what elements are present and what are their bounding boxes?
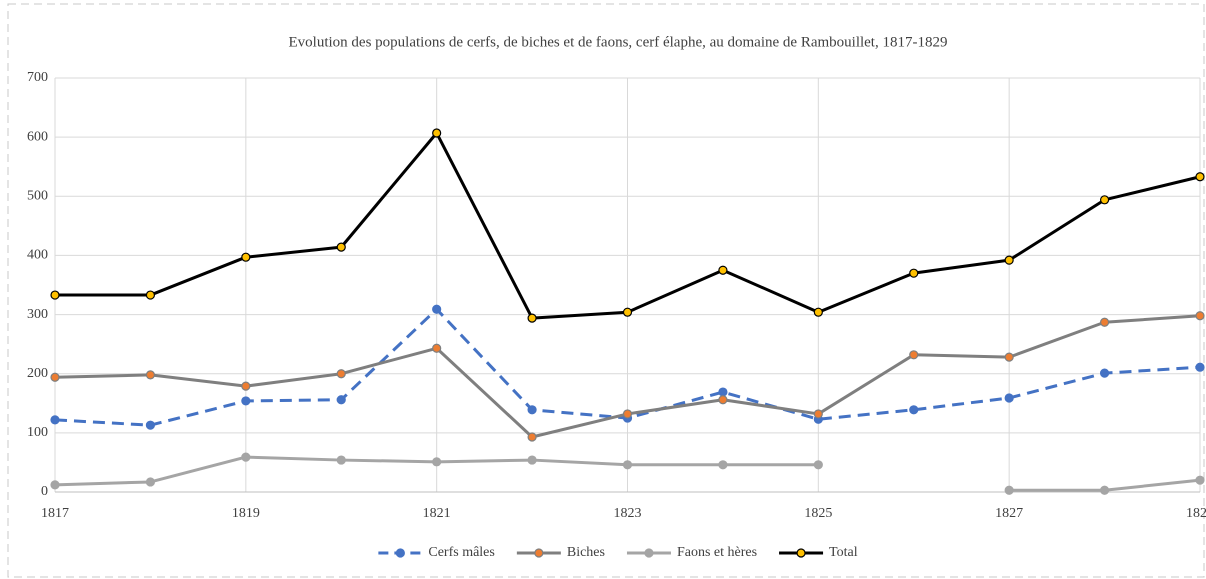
series-marker bbox=[145, 290, 156, 300]
x-tick-label: 1825 bbox=[804, 506, 832, 521]
series-marker bbox=[145, 420, 156, 430]
x-tick-label: 1823 bbox=[614, 506, 642, 521]
series-marker bbox=[50, 372, 60, 382]
y-tick-label: 100 bbox=[27, 425, 48, 440]
legend-item: Biches bbox=[516, 545, 605, 560]
series-marker bbox=[527, 455, 537, 465]
series-marker bbox=[718, 387, 728, 397]
series-marker bbox=[909, 268, 919, 278]
y-tick-label: 500 bbox=[27, 189, 48, 204]
legend-item: Cerfs mâles bbox=[378, 545, 495, 560]
series-marker bbox=[622, 460, 633, 470]
legend-item: Faons et hères bbox=[626, 545, 757, 560]
y-tick-label: 200 bbox=[27, 366, 48, 381]
series-marker bbox=[50, 480, 60, 490]
series-marker bbox=[145, 477, 156, 487]
series-marker bbox=[336, 395, 346, 405]
series-marker bbox=[432, 304, 442, 314]
series-marker bbox=[1195, 311, 1205, 321]
series-marker bbox=[527, 313, 537, 323]
series-marker bbox=[1195, 475, 1205, 485]
series-marker bbox=[1099, 317, 1110, 327]
legend-label: Biches bbox=[567, 545, 605, 560]
y-tick-label: 600 bbox=[27, 129, 48, 144]
series-marker bbox=[1004, 485, 1014, 495]
y-tick-label: 400 bbox=[27, 248, 48, 263]
x-tick-label: 1829 bbox=[1186, 506, 1206, 521]
series-marker bbox=[241, 381, 251, 391]
series-marker bbox=[336, 242, 346, 252]
series-marker bbox=[622, 409, 633, 419]
series-marker bbox=[1004, 255, 1014, 265]
y-tick-label: 0 bbox=[41, 484, 48, 499]
series-marker bbox=[909, 405, 919, 415]
legend-label: Cerfs mâles bbox=[428, 545, 494, 560]
series-marker bbox=[241, 452, 251, 462]
series-marker bbox=[527, 432, 537, 442]
series-marker bbox=[1099, 195, 1110, 205]
series-marker bbox=[432, 128, 442, 138]
series-marker bbox=[813, 409, 823, 419]
series-marker bbox=[241, 252, 251, 262]
chart-title: Evolution des populations de cerfs, de b… bbox=[289, 34, 948, 50]
x-tick-label: 1821 bbox=[423, 506, 451, 521]
series-marker bbox=[813, 307, 823, 317]
series-marker bbox=[336, 369, 346, 379]
series-marker bbox=[50, 290, 60, 300]
series-marker bbox=[909, 350, 919, 360]
series-marker bbox=[336, 455, 346, 465]
x-tick-label: 1827 bbox=[995, 506, 1023, 521]
y-tick-label: 300 bbox=[27, 307, 48, 322]
series-marker bbox=[145, 370, 156, 380]
series-marker bbox=[1099, 368, 1110, 378]
series-marker bbox=[622, 307, 633, 317]
series-marker bbox=[527, 405, 537, 415]
series-marker bbox=[1195, 172, 1205, 182]
series-marker bbox=[50, 415, 60, 425]
series-marker bbox=[718, 265, 728, 275]
legend-marker bbox=[395, 548, 405, 558]
series-marker bbox=[1099, 485, 1110, 495]
series-marker bbox=[718, 460, 728, 470]
series-marker bbox=[1195, 362, 1205, 372]
y-tick-label: 700 bbox=[27, 70, 48, 85]
legend-label: Faons et hères bbox=[677, 545, 757, 560]
series-marker bbox=[241, 396, 251, 406]
series-marker bbox=[1004, 393, 1014, 403]
series-marker bbox=[432, 457, 442, 467]
series-marker bbox=[1004, 352, 1014, 362]
chart-border bbox=[7, 3, 1205, 578]
legend-label: Total bbox=[829, 545, 858, 560]
legend-marker bbox=[534, 548, 544, 558]
series-marker bbox=[718, 395, 728, 405]
series-marker bbox=[432, 343, 442, 353]
series-marker bbox=[813, 460, 823, 470]
legend-marker bbox=[644, 548, 654, 558]
x-tick-label: 1819 bbox=[232, 506, 260, 521]
x-tick-label: 1817 bbox=[41, 506, 69, 521]
legend-item: Total bbox=[779, 545, 858, 560]
legend-marker bbox=[796, 548, 806, 558]
